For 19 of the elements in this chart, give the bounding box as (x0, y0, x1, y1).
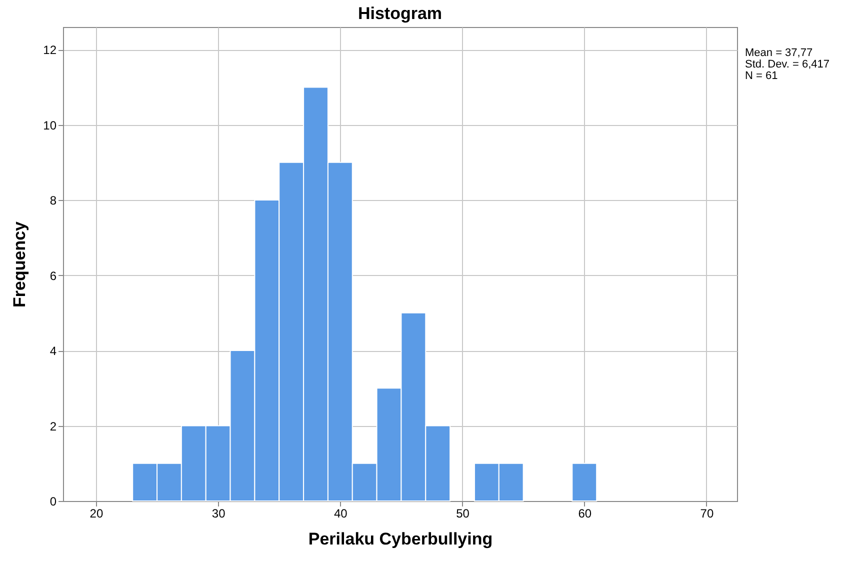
x-tick-label: 60 (578, 506, 592, 520)
x-tick-label: 70 (700, 506, 714, 520)
text: N = 61 (745, 70, 778, 82)
y-tick-label: 10 (43, 118, 57, 132)
text: Mean = 37,77 (745, 47, 813, 59)
x-tick-label: 20 (90, 506, 104, 520)
chart-title: Histogram (358, 4, 442, 23)
y-axis-title: Frequency (10, 220, 30, 308)
y-tick-label: 2 (50, 419, 57, 434)
y-tick-label: 4 (50, 344, 57, 358)
x-axis-title: Perilaku Cyberbullying (308, 530, 493, 548)
x-tick-label: 40 (334, 506, 348, 520)
y-tick-label: 0 (50, 494, 57, 508)
y-tick-label: 6 (50, 268, 57, 283)
text: Std. Dev. = 6,417 (745, 58, 830, 70)
y-tick-label: 12 (43, 43, 57, 58)
x-tick-label: 50 (456, 506, 470, 520)
y-tick-label: 8 (50, 194, 57, 208)
x-tick-label: 30 (212, 506, 226, 520)
